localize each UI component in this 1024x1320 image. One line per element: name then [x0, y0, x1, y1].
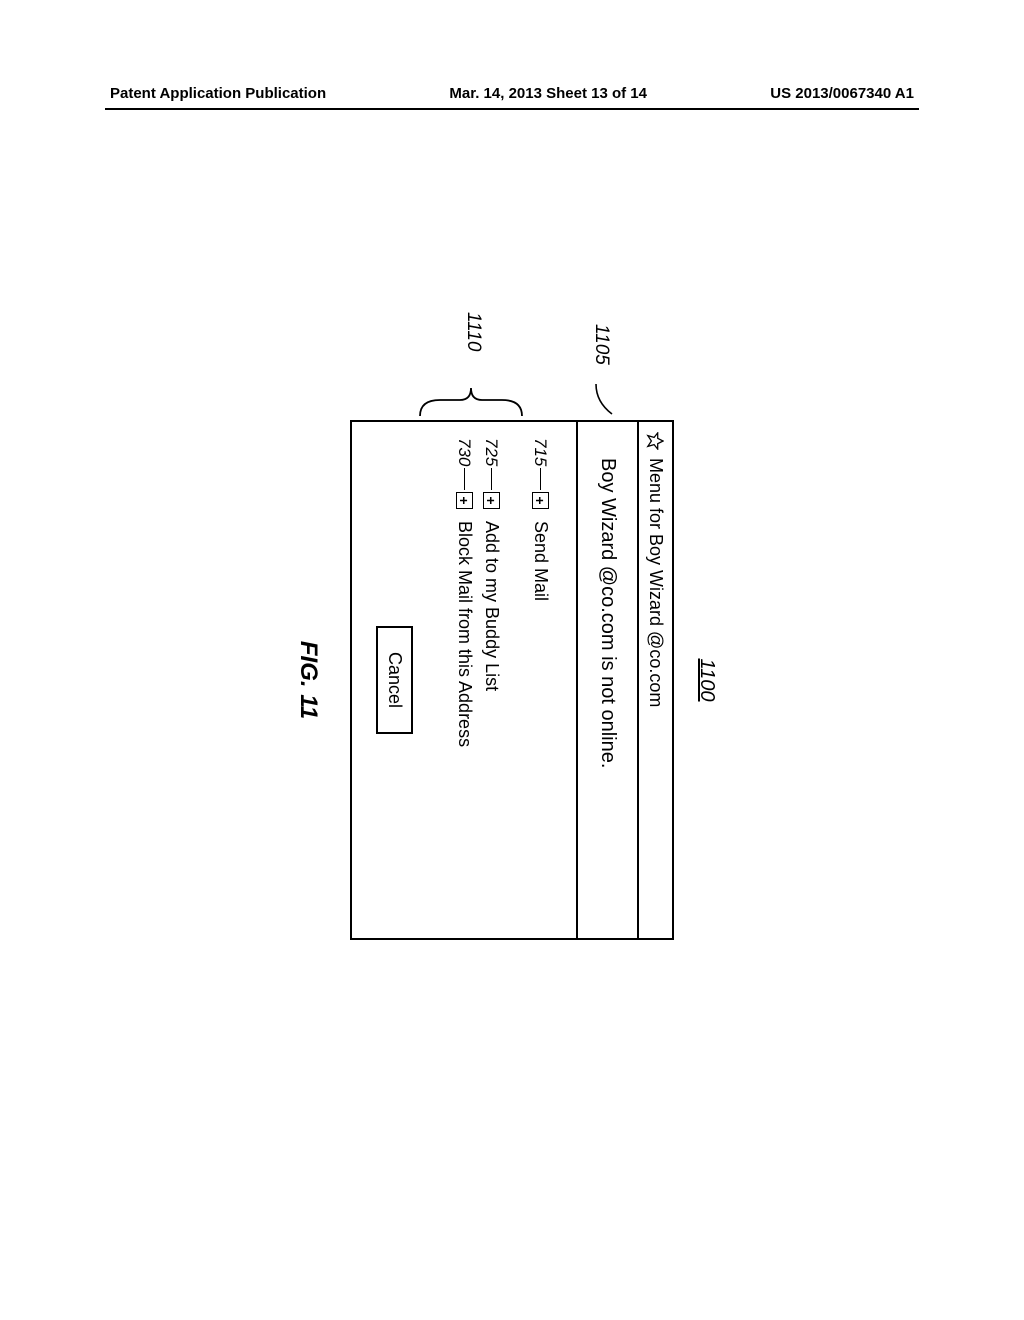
app-window: Menu for Boy Wizard @co.com Boy Wizard @…: [350, 420, 674, 940]
window-titlebar: Menu for Boy Wizard @co.com: [637, 422, 672, 938]
menu-item-ref-text: 725: [482, 438, 502, 466]
menu-item-ref: 715: [531, 438, 551, 490]
menu-item-ref-text: 715: [531, 438, 551, 466]
menu-item-label: Send Mail: [530, 521, 551, 601]
header-center: Mar. 14, 2013 Sheet 13 of 14: [449, 85, 647, 102]
cancel-row: Cancel: [352, 422, 433, 938]
callout-ref-1105: 1105: [590, 324, 612, 365]
callout-brace-1110: [416, 370, 526, 420]
plus-box-icon: +: [483, 492, 500, 509]
header-left: Patent Application Publication: [110, 85, 326, 102]
menu-item-label: Block Mail from this Address: [454, 521, 475, 747]
status-text: Boy Wizard @co.com is not online.: [597, 458, 619, 768]
figure-area: 1100 1105 1110 Menu for Boy Wizard @co.c…: [0, 180, 1024, 1180]
menu-item-label: Add to my Buddy List: [481, 521, 502, 691]
callout-ref-1110: 1110: [462, 312, 484, 351]
status-row: Boy Wizard @co.com is not online.: [576, 422, 637, 938]
menu-item-ref: 725: [482, 438, 502, 490]
figure-rotated-wrapper: 1100 1105 1110 Menu for Boy Wizard @co.c…: [350, 330, 674, 1030]
window-title: Menu for Boy Wizard @co.com: [645, 458, 666, 707]
figure-number-label: 1100: [695, 658, 718, 701]
cancel-button[interactable]: Cancel: [376, 626, 413, 734]
menu-item-send-mail[interactable]: 715 + Send Mail: [527, 432, 554, 928]
plus-box-icon: +: [532, 492, 549, 509]
menu-item-ref-text: 730: [455, 438, 475, 466]
header-right: US 2013/0067340 A1: [770, 85, 914, 102]
figure-root: 1100 1105 1110 Menu for Boy Wizard @co.c…: [350, 330, 674, 1030]
header-rule: [105, 108, 919, 110]
menu-item-ref: 730: [455, 438, 475, 490]
plus-box-icon: +: [456, 492, 473, 509]
page-header: Patent Application Publication Mar. 14, …: [0, 85, 1024, 102]
menu-item-add-buddy[interactable]: 725 + Add to my Buddy List: [478, 432, 505, 928]
figure-caption: FIG. 11: [294, 641, 322, 719]
menu-item-block-mail[interactable]: 730 + Block Mail from this Address: [451, 432, 478, 928]
app-icon: [647, 432, 665, 450]
menu-list: 715 + Send Mail 725 + Add to my Buddy Li…: [433, 422, 576, 938]
